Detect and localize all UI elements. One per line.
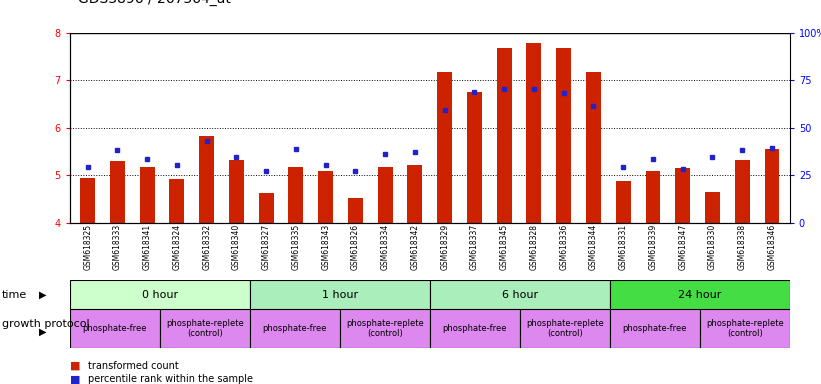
Bar (586, 71, 601, 223)
Bar (610, 309, 699, 348)
Bar (526, 43, 541, 223)
Bar (378, 167, 392, 223)
Text: phosphate-free: phosphate-free (622, 324, 687, 333)
Bar (259, 193, 273, 223)
Bar (140, 167, 154, 223)
Bar (645, 171, 660, 223)
Bar (250, 309, 340, 348)
Bar (319, 171, 333, 223)
Text: 24 hour: 24 hour (678, 290, 722, 300)
Text: 1 hour: 1 hour (322, 290, 358, 300)
Text: ▶: ▶ (39, 290, 47, 300)
Bar (160, 309, 250, 348)
Bar (430, 309, 520, 348)
Bar (200, 136, 214, 223)
Bar (467, 92, 482, 223)
Text: phosphate-free: phosphate-free (443, 324, 507, 333)
Bar (557, 48, 571, 223)
Bar (348, 198, 363, 223)
Bar (616, 181, 631, 223)
Bar (250, 280, 430, 309)
Bar (340, 309, 430, 348)
Bar (70, 309, 160, 348)
Bar (705, 192, 720, 223)
Bar (610, 280, 790, 309)
Text: ▶: ▶ (39, 327, 47, 337)
Bar (407, 165, 422, 223)
Text: phosphate-free: phosphate-free (83, 324, 147, 333)
Bar (229, 160, 244, 223)
Text: percentile rank within the sample: percentile rank within the sample (88, 374, 253, 384)
Bar (497, 48, 511, 223)
Text: 6 hour: 6 hour (502, 290, 538, 300)
Text: phosphate-replete
(control): phosphate-replete (control) (526, 319, 603, 338)
Bar (438, 71, 452, 223)
Text: phosphate-free: phosphate-free (263, 324, 327, 333)
Text: phosphate-replete
(control): phosphate-replete (control) (166, 319, 244, 338)
Bar (764, 149, 779, 223)
Text: transformed count: transformed count (88, 361, 179, 371)
Text: ■: ■ (70, 374, 80, 384)
Bar (288, 167, 303, 223)
Bar (675, 168, 690, 223)
Text: 0 hour: 0 hour (142, 290, 178, 300)
Text: phosphate-replete
(control): phosphate-replete (control) (706, 319, 784, 338)
Bar (520, 309, 610, 348)
Bar (110, 161, 125, 223)
Text: phosphate-replete
(control): phosphate-replete (control) (346, 319, 424, 338)
Text: growth protocol: growth protocol (2, 319, 89, 329)
Bar (699, 309, 790, 348)
Bar (70, 280, 250, 309)
Bar (169, 179, 185, 223)
Bar (735, 160, 750, 223)
Text: time: time (2, 290, 27, 300)
Text: ■: ■ (70, 361, 80, 371)
Bar (430, 280, 610, 309)
Bar (80, 177, 95, 223)
Text: GDS3896 / 267364_at: GDS3896 / 267364_at (78, 0, 231, 6)
